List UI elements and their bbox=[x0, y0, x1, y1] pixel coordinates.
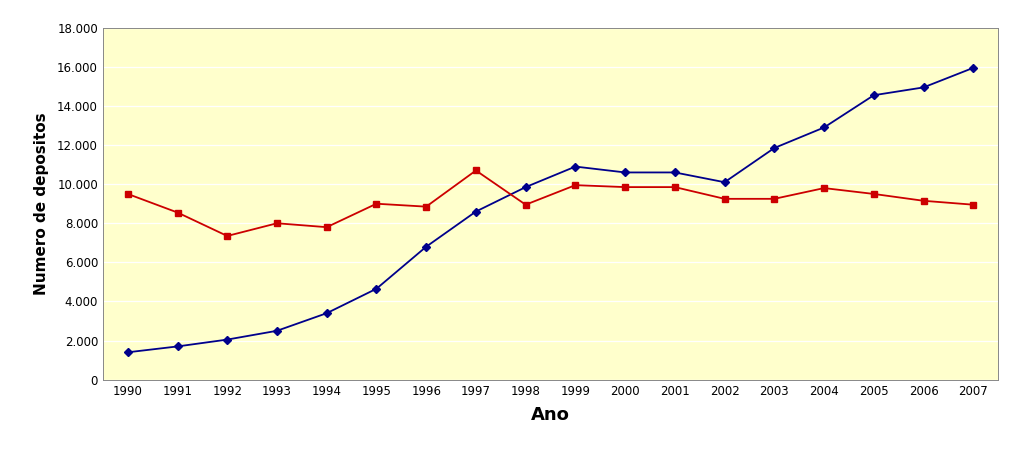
X-axis label: Ano: Ano bbox=[531, 406, 570, 424]
Y-axis label: Numero de depositos: Numero de depositos bbox=[34, 113, 48, 295]
